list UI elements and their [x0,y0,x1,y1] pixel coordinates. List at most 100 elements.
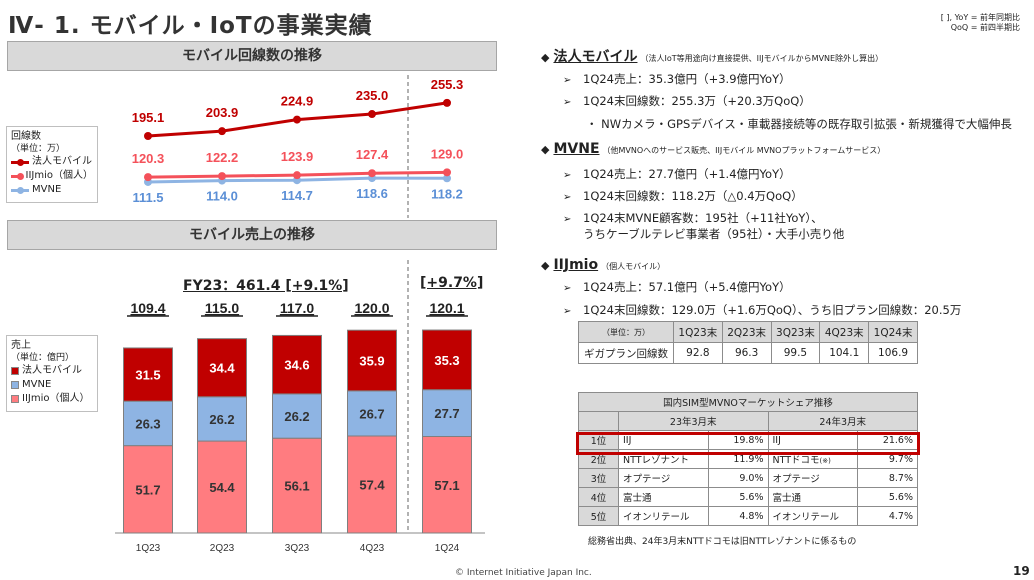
label-corporate: 224.9 [281,94,314,109]
highlight-rank-1 [576,432,920,455]
bar-total: 115.0 [205,300,239,316]
note-qoq: QoQ = 前四半期比 [950,23,1020,32]
label-mvne: 111.5 [132,190,163,205]
bullet: ➢ 1Q24売上：35.3億円（+3.9億円YoY） [563,71,791,89]
bullet-text: 1Q24末回線数：118.2万（△0.4万QoQ） [583,189,803,203]
bullet: ➢ 1Q24末MVNE顧客数：195社（+11社YoY）、 [563,210,823,228]
bar-iijmio [272,437,322,534]
cell: 99.5 [770,342,821,364]
section-title: MVNE [553,141,600,157]
bar-corporate [123,347,173,402]
share-row: 3位 オプテージ 9.0% オプテージ 8.7% [578,468,918,488]
share-2023: 4.8% [707,506,769,526]
rank: 3位 [578,468,619,488]
share-row: 4位 富士通 5.6% 富士通 5.6% [578,487,918,507]
point-iijmio [144,173,152,182]
section-subtitle: （他MVNOへのサービス販売、IIJモバイル MVNOプラットフォームサービス） [602,146,886,155]
label-corporate: 255.3 [431,77,464,92]
arrow-bullet-icon: ➢ [563,170,572,181]
table-title: 国内SIM型MVNOマーケットシェア推移 [578,392,918,412]
share-row: 1位 IIJ 19.8% IIJ 21.6% [578,430,918,450]
legend-item-iijmio: IIJmio（個人） [11,169,93,183]
header-cell: 24年3月末 [767,411,918,431]
company-2024: イオンリテール [767,506,858,526]
bar-label-iijmio: 56.1 [284,479,309,494]
share-2023: 5.6% [707,487,769,507]
bar-label-mvne: 26.3 [135,416,160,431]
source-note: 総務省出典、24年3月末NTTドコモは旧NTTレゾナントに係るもの [588,537,857,547]
share-2024: 4.7% [857,506,918,526]
bullet: ➢ 1Q24末回線数：118.2万（△0.4万QoQ） [563,188,803,206]
point-mvne [443,174,451,183]
section-subtitle: （法人IoT等用途向け直接提供、IIJモバイルからMVNE除外し算出） [640,54,884,63]
giga-plan-table: （単位：万） 1Q23末 2Q23末 3Q23末 4Q23末 1Q24末 ギガプラン回線数… [578,321,918,364]
sub-bullet: ・ NWカメラ・GPSデバイス・車載器接続等の既存取引拡張・新規獲得で大幅伸長 [586,117,1012,131]
arrow-bullet-icon: ➢ [563,75,572,86]
q-growth: [+9.7%] [420,275,484,291]
label-mvne: 114.7 [281,188,313,203]
x-tick-label: 1Q24 [435,543,460,554]
bar-label-mvne: 26.7 [359,406,384,421]
section-mvne: ◆ MVNE （他MVNOへのサービス販売、IIJモバイル MVNOプラットフォーム… [541,141,885,157]
bar-label-mvne: 27.7 [434,406,459,421]
x-tick-label: 1Q23 [136,543,161,554]
bullet-text: 1Q24売上：35.3億円（+3.9億円YoY） [583,72,791,86]
legend-unit: （単位：万） [11,144,66,154]
page-title: Ⅳ- 1. モバイル・IoTの事業実績 [8,13,373,39]
table-header-row: （単位：万） 1Q23末 2Q23末 3Q23末 4Q23末 1Q24末 [578,321,918,343]
legend-title: 回線数 [11,131,41,142]
label-iijmio: 129.0 [431,146,464,161]
bullet-text: 1Q24売上：27.7億円（+1.4億円YoY） [583,167,791,181]
page-number: 19 [1013,564,1030,578]
share-2023: 9.0% [707,468,769,488]
bar-total: 120.1 [429,300,464,316]
company-2023: 富士通 [618,487,709,507]
header-cell: 23年3月末 [618,411,769,431]
bar-label-corporate: 35.9 [359,354,384,369]
section-subtitle: （個人モバイル） [601,262,666,271]
bar-label-corporate: 31.5 [135,368,160,383]
bullet-text: 1Q24売上：57.1億円（+5.4億円YoY） [583,280,791,294]
diamond-icon: ◆ [541,51,550,64]
bar-legend: 売上 （単位：億円） 法人モバイル MVNE IIJmio（個人） [6,335,98,412]
header-cell: 4Q23末 [819,321,870,343]
bullet: ➢ 1Q24末回線数：255.3万（+20.3万QoQ） [563,93,811,111]
label-iijmio: 120.3 [132,151,165,166]
point-iijmio [293,171,301,180]
company-2024: 富士通 [767,487,858,507]
bar-mvne [197,396,247,442]
abbrev-note: [ ], YoY = 前年同期比 QoQ = 前四半期比 [941,13,1020,33]
bar-label-iijmio: 54.4 [209,480,235,495]
bar-iijmio [422,436,472,534]
legend-label: MVNE [22,379,52,390]
company-2024: オプテージ [767,468,858,488]
bar-corporate [347,329,397,392]
share-2024: 5.6% [857,487,918,507]
bar-mvne [272,393,322,439]
cell: 106.9 [868,342,918,364]
bullet: ➢ 1Q24末回線数：129.0万（+1.6万QoQ）、うち旧プラン回線数：20.… [563,302,961,320]
bar-label-corporate: 34.4 [209,361,235,376]
cell: 92.8 [672,342,723,364]
bullet-text: 1Q24末MVNE顧客数：195社（+11社YoY）、 [583,211,823,225]
x-tick-label: 4Q23 [360,543,385,554]
charts-canvas: 111.5 114.0 114.7 118.6 118.2 120.3 122.2 123.9… [115,75,485,554]
bar-total: 117.0 [280,300,314,316]
diamond-icon: ◆ [541,259,550,272]
share-2024: 8.7% [857,468,918,488]
label-corporate: 235.0 [356,88,389,103]
bullet: ➢ 1Q24売上：27.7億円（+1.4億円YoY） [563,166,791,184]
header-cell: 2Q23末 [721,321,772,343]
legend-label: 法人モバイル [32,156,92,167]
legend-item-iijmio: IIJmio（個人） [11,392,93,406]
bullet-continuation: うちケーブルテレビ事業者（95社）・大手小売り他 [583,227,845,241]
table-row: ギガプラン回線数 92.8 96.3 99.5 104.1 106.9 [578,342,918,364]
bar-corporate [197,338,247,398]
row-label: ギガプラン回線数 [578,342,674,364]
unit-cell: （単位：万） [578,321,674,343]
bar-label-iijmio: 57.4 [359,477,385,492]
company-2023: オプテージ [618,468,709,488]
section-iijmio: ◆ IIJmio （個人モバイル） [541,257,665,273]
cell: 96.3 [721,342,772,364]
section-title: 法人モバイル [553,49,638,65]
